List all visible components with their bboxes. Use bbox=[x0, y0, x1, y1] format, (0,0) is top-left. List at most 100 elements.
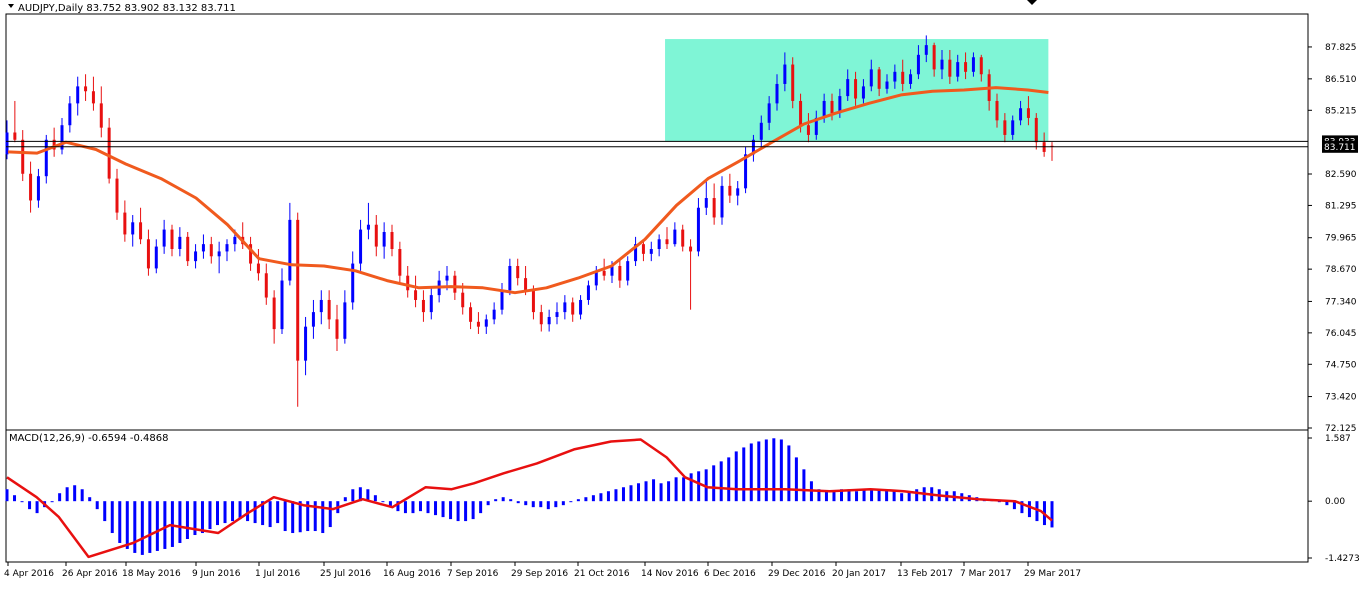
candle-body bbox=[5, 132, 9, 155]
macd-bar bbox=[388, 501, 392, 508]
price-tick-label: 72.125 bbox=[1325, 424, 1357, 434]
candle-body bbox=[626, 261, 630, 281]
macd-bar bbox=[667, 481, 671, 502]
macd-bar bbox=[734, 451, 738, 502]
candle-body bbox=[767, 103, 771, 123]
macd-bar bbox=[794, 457, 798, 502]
macd-bar bbox=[862, 489, 866, 502]
candle-body bbox=[429, 295, 433, 313]
macd-bar bbox=[185, 501, 189, 539]
candle-body bbox=[775, 83, 779, 104]
candle-body bbox=[964, 62, 968, 72]
candle-body bbox=[21, 139, 25, 174]
macd-bar bbox=[1035, 501, 1039, 522]
macd-bar bbox=[832, 491, 836, 502]
macd-bar bbox=[403, 501, 407, 514]
macd-bar bbox=[464, 501, 468, 522]
macd-bar bbox=[80, 489, 84, 502]
candle-body bbox=[288, 219, 292, 281]
macd-bar bbox=[569, 501, 573, 503]
macd-bar bbox=[65, 487, 69, 502]
macd-bar bbox=[163, 501, 167, 549]
candle-body bbox=[799, 100, 803, 126]
macd-bar bbox=[1012, 501, 1016, 510]
price-chart-title: AUDJPY,Daily 83.752 83.902 83.132 83.711 bbox=[18, 3, 236, 14]
candle-body bbox=[421, 299, 425, 313]
price-level-tag: 83.711 bbox=[1322, 140, 1358, 153]
macd-bar bbox=[674, 477, 678, 502]
macd-bar bbox=[787, 445, 791, 502]
candle-body bbox=[1003, 120, 1007, 135]
candle-body bbox=[641, 244, 645, 254]
macd-bar bbox=[509, 499, 513, 502]
macd-bar bbox=[343, 497, 347, 502]
macd-bar bbox=[13, 495, 17, 502]
macd-bar bbox=[501, 497, 505, 502]
macd-bar bbox=[524, 501, 528, 506]
candle-body bbox=[932, 45, 936, 70]
x-tick-label: 1 Jul 2016 bbox=[255, 569, 300, 579]
macd-bar bbox=[351, 489, 355, 502]
candle-body bbox=[783, 64, 787, 84]
macd-bar bbox=[591, 495, 595, 502]
candle-body bbox=[233, 236, 237, 245]
macd-bar bbox=[223, 501, 227, 524]
candle-body bbox=[154, 246, 158, 269]
macd-bar bbox=[1050, 501, 1054, 528]
macd-bar bbox=[328, 501, 332, 528]
macd-bar bbox=[855, 491, 859, 502]
price-level-label: 83.711 bbox=[1324, 143, 1356, 153]
candle-body bbox=[610, 265, 614, 276]
candle-body bbox=[36, 176, 40, 201]
candle-body bbox=[563, 302, 567, 313]
macd-bar bbox=[614, 489, 618, 502]
candle-body bbox=[84, 86, 88, 92]
macd-bar bbox=[155, 501, 159, 551]
macd-title: MACD(12,26,9) -0.6594 -0.4868 bbox=[9, 433, 169, 444]
candle-body bbox=[689, 246, 693, 252]
macd-bar bbox=[644, 481, 648, 502]
candle-body bbox=[186, 236, 190, 262]
macd-bar bbox=[652, 479, 656, 502]
macd-bar bbox=[88, 497, 92, 502]
macd-bar bbox=[321, 501, 325, 534]
macd-bar bbox=[306, 501, 310, 532]
x-tick-label: 25 Jul 2016 bbox=[320, 569, 371, 579]
candle-body bbox=[547, 316, 551, 325]
candle-body bbox=[139, 222, 143, 240]
candle-body bbox=[13, 132, 17, 140]
candle-body bbox=[846, 79, 850, 97]
macd-bar bbox=[140, 501, 144, 555]
macd-bar bbox=[231, 501, 235, 522]
macd-bar bbox=[253, 501, 257, 524]
shift-marker-icon bbox=[1027, 0, 1037, 5]
macd-bar bbox=[576, 499, 580, 502]
candle-body bbox=[359, 229, 363, 264]
candle-body bbox=[382, 232, 386, 247]
candle-body bbox=[909, 74, 913, 84]
candle-body bbox=[728, 185, 732, 196]
macd-bar bbox=[606, 491, 610, 502]
price-tick-label: 87.825 bbox=[1325, 43, 1357, 53]
price-panel-frame bbox=[5, 13, 1309, 431]
macd-bar bbox=[847, 489, 851, 502]
candle-body bbox=[398, 249, 402, 276]
candle-body bbox=[461, 292, 465, 308]
x-tick-label: 7 Sep 2016 bbox=[447, 569, 499, 579]
candle-body bbox=[445, 275, 449, 281]
candle-body bbox=[571, 302, 575, 315]
candle-body bbox=[791, 64, 795, 101]
candle-body bbox=[366, 224, 370, 230]
candle-body bbox=[99, 103, 103, 128]
macd-bar bbox=[712, 465, 716, 502]
macd-bar bbox=[449, 501, 453, 520]
candle-body bbox=[264, 273, 268, 298]
candle-body bbox=[327, 299, 331, 320]
macd-bar bbox=[907, 491, 911, 502]
macd-bar bbox=[313, 501, 317, 532]
candle-body bbox=[319, 299, 323, 313]
candle-body bbox=[29, 173, 33, 201]
candle-body bbox=[736, 188, 740, 196]
candle-body bbox=[115, 178, 119, 213]
